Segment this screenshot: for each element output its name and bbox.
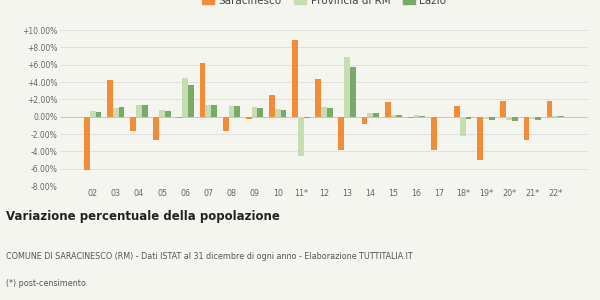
Bar	[547, 101, 553, 117]
Bar	[223, 117, 229, 131]
Bar	[483, 117, 489, 119]
Bar	[154, 117, 159, 140]
Bar	[269, 95, 275, 117]
Bar	[252, 107, 257, 117]
Bar	[188, 85, 194, 117]
Bar	[176, 117, 182, 118]
Bar	[373, 113, 379, 117]
Bar	[367, 113, 373, 117]
Bar	[229, 106, 235, 117]
Bar	[419, 116, 425, 117]
Bar	[477, 117, 483, 160]
Bar	[529, 117, 535, 119]
Bar	[136, 105, 142, 117]
Bar	[165, 111, 171, 117]
Text: Variazione percentuale della popolazione: Variazione percentuale della popolazione	[6, 210, 280, 223]
Bar	[275, 109, 281, 117]
Bar	[396, 115, 402, 117]
Bar	[257, 108, 263, 117]
Bar	[413, 115, 419, 117]
Bar	[391, 115, 396, 117]
Bar	[159, 110, 165, 117]
Bar	[200, 63, 205, 117]
Bar	[281, 110, 286, 117]
Bar	[344, 57, 350, 117]
Bar	[235, 106, 240, 117]
Bar	[524, 117, 529, 140]
Bar	[182, 78, 188, 117]
Bar	[316, 80, 321, 117]
Bar	[489, 117, 494, 120]
Bar	[460, 117, 466, 136]
Bar	[142, 104, 148, 117]
Bar	[84, 117, 90, 170]
Bar	[506, 117, 512, 120]
Bar	[95, 112, 101, 117]
Bar	[385, 102, 391, 117]
Bar	[454, 106, 460, 117]
Bar	[535, 117, 541, 120]
Bar	[338, 117, 344, 151]
Text: (*) post-censimento: (*) post-censimento	[6, 279, 86, 288]
Bar	[350, 67, 356, 117]
Bar	[205, 105, 211, 117]
Bar	[553, 116, 558, 117]
Bar	[211, 105, 217, 117]
Bar	[327, 108, 332, 117]
Bar	[246, 117, 252, 119]
Bar	[431, 117, 437, 150]
Bar	[558, 116, 564, 117]
Bar	[119, 107, 124, 117]
Bar	[90, 112, 95, 117]
Bar	[298, 117, 304, 156]
Bar	[321, 107, 327, 117]
Bar	[130, 117, 136, 131]
Bar	[292, 40, 298, 117]
Bar	[113, 108, 119, 117]
Legend: Saracinesco, Provincia di RM, Lazio: Saracinesco, Provincia di RM, Lazio	[197, 0, 451, 10]
Bar	[408, 117, 413, 118]
Bar	[362, 117, 367, 124]
Bar	[107, 80, 113, 117]
Bar	[512, 117, 518, 121]
Text: COMUNE DI SARACINESCO (RM) - Dati ISTAT al 31 dicembre di ogni anno - Elaborazio: COMUNE DI SARACINESCO (RM) - Dati ISTAT …	[6, 252, 413, 261]
Bar	[500, 101, 506, 117]
Bar	[304, 117, 310, 118]
Bar	[466, 117, 472, 119]
